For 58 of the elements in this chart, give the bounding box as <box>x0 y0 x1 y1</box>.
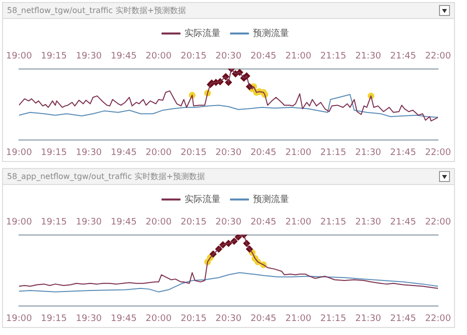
chart-title: 58_app_netflow_tgw/out_traffic 实时数据+预测数据 <box>7 171 206 182</box>
x-tick-label: 21:15 <box>320 148 346 158</box>
x2-tick-label: 21:15 <box>320 218 346 228</box>
x-tick-label: 19:30 <box>76 148 102 158</box>
x-tick-label: 20:30 <box>216 148 242 158</box>
legend-label: 实际流量 <box>184 28 220 39</box>
x2-tick-label: 21:30 <box>355 52 382 62</box>
x2-tick-label: 21:00 <box>285 52 312 62</box>
x2-tick-label: 19:00 <box>6 52 32 62</box>
x-tick-label: 20:15 <box>180 148 207 158</box>
x2-tick-label: 22:00 <box>425 218 452 228</box>
x-tick-label: 21:30 <box>355 148 382 158</box>
x-tick-label: 21:15 <box>320 314 346 324</box>
x2-tick-label: 19:15 <box>40 218 67 228</box>
legend-label: 预测流量 <box>253 28 289 39</box>
x-tick-label: 19:00 <box>6 148 32 158</box>
x2-tick-label: 19:30 <box>76 218 102 228</box>
x-tick-label: 19:45 <box>110 314 137 324</box>
x2-tick-label: 20:15 <box>180 218 207 228</box>
x-tick-label: 22:00 <box>425 314 452 324</box>
x-tick-label: 20:30 <box>216 314 242 324</box>
x2-tick-label: 19:45 <box>110 218 137 228</box>
x2-tick-label: 20:45 <box>250 52 276 62</box>
x-tick-label: 20:00 <box>146 314 172 324</box>
x2-tick-label: 22:00 <box>425 52 452 62</box>
x2-tick-label: 20:30 <box>216 52 242 62</box>
legend-label: 实际流量 <box>184 194 220 205</box>
x2-tick-label: 20:30 <box>216 218 242 228</box>
x-tick-label: 21:45 <box>390 314 416 324</box>
x-tick-label: 19:30 <box>76 314 102 324</box>
x2-tick-label: 20:45 <box>250 218 276 228</box>
legend-label: 预测流量 <box>253 194 289 205</box>
x2-tick-label: 19:15 <box>40 52 67 62</box>
x2-tick-label: 19:00 <box>6 218 32 228</box>
x-tick-label: 19:15 <box>40 148 67 158</box>
x-tick-label: 19:45 <box>110 148 137 158</box>
x2-tick-label: 19:45 <box>110 52 137 62</box>
x-tick-label: 20:15 <box>180 314 207 324</box>
x2-tick-label: 21:45 <box>390 52 416 62</box>
x-tick-label: 20:00 <box>146 148 172 158</box>
x-tick-label: 22:00 <box>425 148 452 158</box>
x-tick-label: 20:45 <box>250 314 276 324</box>
x2-tick-label: 20:15 <box>180 52 207 62</box>
x-tick-label: 19:15 <box>40 314 67 324</box>
x2-tick-label: 21:45 <box>390 218 416 228</box>
x2-tick-label: 21:15 <box>320 52 346 62</box>
x2-tick-label: 19:30 <box>76 52 102 62</box>
x-tick-label: 21:00 <box>285 148 312 158</box>
x-tick-label: 21:30 <box>355 314 382 324</box>
x2-tick-label: 20:00 <box>146 52 172 62</box>
x-tick-label: 21:45 <box>390 148 416 158</box>
chart-title: 58_netflow_tgw/out_traffic 实时数据+预测数据 <box>7 5 186 16</box>
x-tick-label: 19:00 <box>6 314 32 324</box>
x-tick-label: 20:45 <box>250 148 276 158</box>
x2-tick-label: 21:30 <box>355 218 382 228</box>
x-tick-label: 21:00 <box>285 314 312 324</box>
x2-tick-label: 20:00 <box>146 218 172 228</box>
x2-tick-label: 21:00 <box>285 218 312 228</box>
